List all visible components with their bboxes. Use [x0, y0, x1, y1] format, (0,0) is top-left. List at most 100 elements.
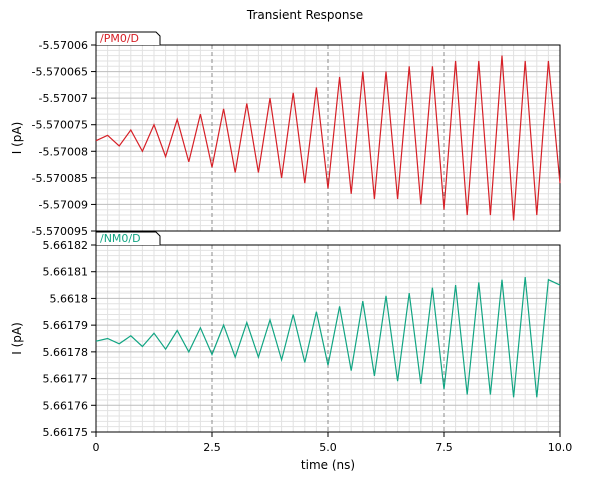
data-point [547, 279, 549, 281]
data-point [153, 124, 155, 126]
data-point [420, 203, 422, 205]
y-tick-label: 5.66175 [43, 426, 89, 439]
data-point [292, 92, 294, 94]
data-point [536, 396, 538, 398]
y-tick-label: -5.57007 [39, 92, 88, 105]
data-point [327, 364, 329, 366]
data-point [536, 214, 538, 216]
legend-tab: /NM0/D [95, 231, 161, 245]
data-point [223, 324, 225, 326]
data-point [501, 55, 503, 57]
data-point [559, 182, 561, 184]
data-point [188, 351, 190, 353]
legend-label: /NM0/D [100, 232, 141, 245]
y-tick-label: 5.66182 [43, 239, 89, 252]
data-point [165, 156, 167, 158]
y-tick-label: -5.570095 [32, 225, 88, 238]
data-point [327, 187, 329, 189]
data-point [385, 295, 387, 297]
data-point [269, 319, 271, 321]
data-point [455, 60, 457, 62]
data-point [362, 71, 364, 73]
data-point [489, 214, 491, 216]
x-tick-label: 5.0 [319, 441, 337, 454]
x-tick-label: 10.0 [548, 441, 573, 454]
x-tick-label: 7.5 [435, 441, 453, 454]
data-point [350, 193, 352, 195]
data-point [547, 60, 549, 62]
data-point [489, 394, 491, 396]
series-line [95, 277, 561, 398]
data-point [513, 219, 515, 221]
data-point [118, 145, 120, 147]
y-tick-label: 5.66178 [43, 346, 89, 359]
data-point [524, 276, 526, 278]
data-point [257, 172, 259, 174]
data-point [292, 313, 294, 315]
data-point [397, 380, 399, 382]
y-tick-label: -5.570065 [32, 66, 88, 79]
legend-label: /PM0/D [100, 32, 139, 45]
data-point [199, 327, 201, 329]
panels-layer: -5.57006 -5.570065 -5.57007 -5.570075 -5.570… [10, 31, 561, 439]
data-point [443, 209, 445, 211]
y-tick-label: 5.66181 [43, 266, 89, 279]
data-point [165, 348, 167, 350]
data-point [443, 388, 445, 390]
y-tick-label: -5.570075 [32, 119, 88, 132]
data-point [246, 321, 248, 323]
data-point [339, 305, 341, 307]
data-point [304, 362, 306, 364]
data-point [397, 198, 399, 200]
data-point [199, 113, 201, 115]
data-point [141, 150, 143, 152]
data-point [95, 140, 97, 142]
data-point [281, 359, 283, 361]
data-point [130, 335, 132, 337]
legend-tab: /PM0/D [95, 31, 161, 45]
data-point [408, 292, 410, 294]
y-tick-label: 5.66177 [43, 373, 89, 386]
x-tick-label: 2.5 [203, 441, 221, 454]
y-tick-label: 5.6618 [50, 292, 89, 305]
data-point [501, 279, 503, 281]
legend-tab-outline [95, 31, 161, 45]
data-point [478, 60, 480, 62]
data-point [431, 287, 433, 289]
y-axis-label: I (pA) [10, 322, 24, 355]
data-point [431, 65, 433, 67]
data-point [315, 87, 317, 89]
data-point [118, 343, 120, 345]
data-point [107, 338, 109, 340]
y-tick-label: -5.57008 [39, 145, 88, 158]
y-tick-label: -5.57006 [39, 39, 88, 52]
data-point [234, 172, 236, 174]
data-point [153, 332, 155, 334]
x-tick-label: 0 [93, 441, 100, 454]
data-point [466, 394, 468, 396]
data-point [373, 198, 375, 200]
data-point [176, 329, 178, 331]
panel-1: 5.66182 5.66181 5.6618 5.66179 5.66178 5.6617… [10, 231, 561, 439]
x-axis: 0 2.5 5.0 7.5 10.0 [93, 432, 573, 454]
data-point [257, 356, 259, 358]
data-point [223, 108, 225, 110]
data-point [281, 177, 283, 179]
data-point [559, 284, 561, 286]
panel-0: -5.57006 -5.570065 -5.57007 -5.570075 -5.570… [10, 31, 561, 238]
data-point [188, 161, 190, 163]
legend-tab-outline [95, 231, 161, 245]
data-point [176, 118, 178, 120]
data-point [373, 375, 375, 377]
data-point [246, 102, 248, 104]
data-point [524, 60, 526, 62]
data-point [141, 346, 143, 348]
y-tick-label: -5.57009 [39, 198, 88, 211]
series-line [95, 55, 561, 221]
data-point [107, 134, 109, 136]
data-point [478, 281, 480, 283]
data-point [466, 214, 468, 216]
data-point [513, 396, 515, 398]
chart-title: Transient Response [246, 8, 363, 22]
